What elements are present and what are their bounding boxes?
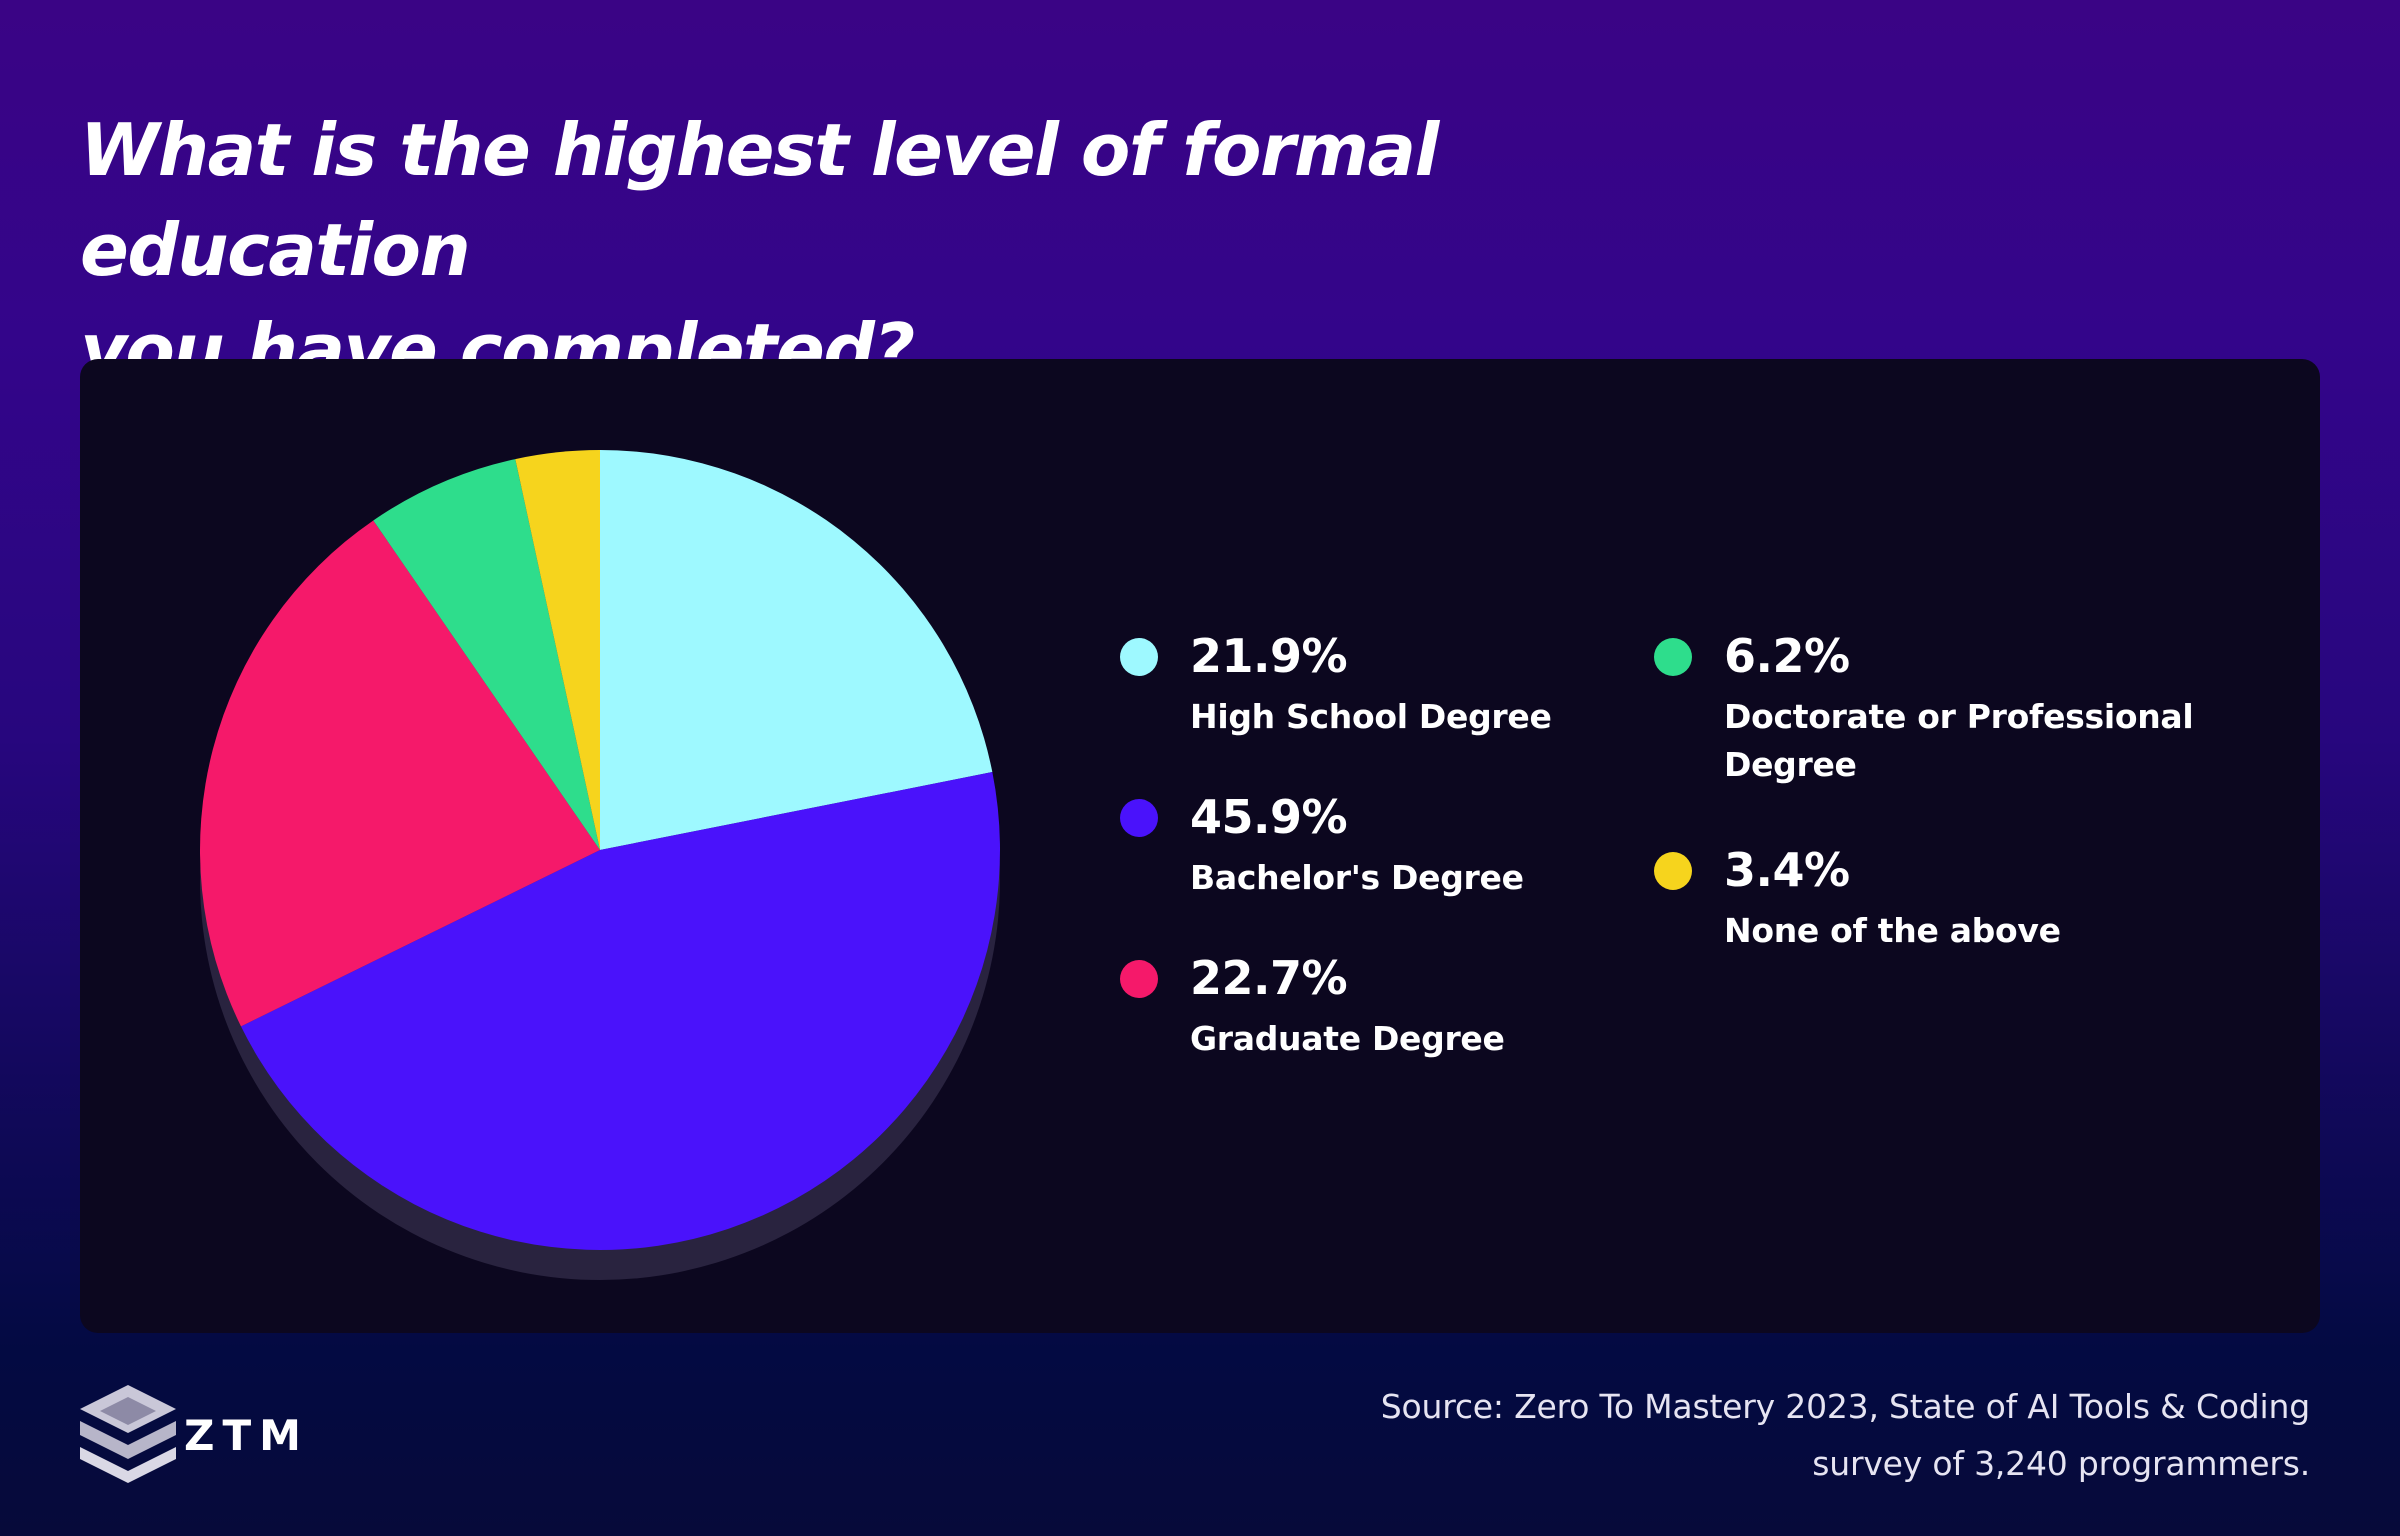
legend-label-bachelors: Bachelor's Degree <box>1190 858 1524 897</box>
pie-slice-doctorate <box>373 459 600 850</box>
pie-slice-bachelors <box>240 772 1000 1250</box>
pie-slices <box>200 450 1000 1250</box>
legend-swatch-graduate <box>1120 960 1158 998</box>
legend-value-high-school: 21.9% <box>1190 629 1348 683</box>
source-line-1: Source: Zero To Mastery 2023, State of A… <box>1380 1387 2310 1426</box>
legend-value-bachelors: 45.9% <box>1190 790 1348 844</box>
legend-value-none: 3.4% <box>1724 843 1850 897</box>
legend-label-high-school: High School Degree <box>1190 697 1552 736</box>
ztm-logo-icon <box>80 1385 176 1483</box>
title-line-1: What is the highest level of formal educ… <box>80 108 1439 292</box>
legend-value-graduate: 22.7% <box>1190 951 1348 1005</box>
pie-slice-graduate <box>200 520 600 1027</box>
legend-label-graduate: Graduate Degree <box>1190 1019 1505 1058</box>
pie-slice-high-school <box>600 450 993 850</box>
chart-title: What is the highest level of formal educ… <box>80 100 1780 400</box>
source-line-2: survey of 3,240 programmers. <box>1812 1444 2310 1483</box>
legend-label-doctorate: Doctorate or Professional Degree <box>1724 697 2194 784</box>
chart-panel: 21.9% High School Degree 45.9% Bachelor'… <box>80 359 2320 1333</box>
ztm-logo-text: ZTM <box>184 1411 309 1460</box>
legend-swatch-doctorate <box>1654 638 1692 676</box>
legend-value-doctorate: 6.2% <box>1724 629 1850 683</box>
legend-label-none: None of the above <box>1724 911 2061 950</box>
pie-slice-none <box>515 450 600 850</box>
pie-chart <box>200 450 1000 1280</box>
legend-swatch-none <box>1654 852 1692 890</box>
legend-swatch-high-school <box>1120 638 1158 676</box>
legend-swatch-bachelors <box>1120 799 1158 837</box>
source-note: Source: Zero To Mastery 2023, State of A… <box>1210 1378 2310 1492</box>
ztm-logo: ZTM <box>78 1383 318 1493</box>
